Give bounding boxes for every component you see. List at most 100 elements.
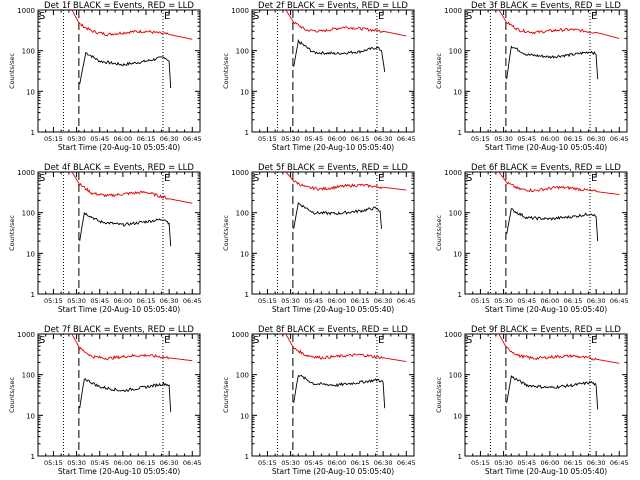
series-line-events: [79, 212, 172, 247]
x-tick-label: 06:15: [351, 459, 370, 467]
y-tick-label: 10: [453, 412, 462, 420]
x-tick-label: 05:15: [258, 459, 277, 467]
y-tick-label: 1: [31, 129, 35, 137]
x-tick-label: 06:00: [540, 297, 559, 305]
start-marker: S: [253, 335, 259, 346]
x-tick-label: 06:00: [113, 135, 132, 143]
x-tick-label: 06:30: [374, 459, 393, 467]
x-tick-label: 06:30: [587, 297, 606, 305]
x-tick-label: 06:30: [160, 459, 179, 467]
y-axis-label: Counts/sec: [222, 53, 230, 89]
series-line-lld: [285, 9, 407, 37]
x-tick-label: 05:45: [517, 297, 536, 305]
y-axis-label: Counts/sec: [435, 53, 443, 89]
y-tick-label: 100: [449, 48, 462, 56]
x-tick-label: 05:45: [517, 135, 536, 143]
y-tick-label: 1: [458, 291, 462, 299]
plot-frame: [37, 9, 201, 133]
plot-frame: [251, 9, 415, 133]
y-tick-label: 10: [453, 88, 462, 96]
y-tick-label: 10: [26, 250, 35, 258]
plot-frame: [37, 333, 201, 457]
end-marker: E: [378, 173, 384, 184]
end-marker: E: [164, 173, 170, 184]
end-marker: E: [164, 11, 170, 22]
x-tick-label: 06:15: [351, 297, 370, 305]
end-marker: E: [164, 335, 170, 346]
series-line-events: [506, 45, 599, 80]
plot-frame: [464, 333, 628, 457]
x-tick-label: 05:30: [281, 459, 300, 467]
x-tick-label: 05:15: [44, 297, 63, 305]
y-axis-label: Counts/sec: [435, 215, 443, 251]
chart-title: Det 1f BLACK = Events, RED = LLD: [44, 1, 194, 11]
start-marker: S: [253, 173, 259, 184]
x-tick-label: 06:30: [160, 297, 179, 305]
x-axis-label: Start Time (20-Aug-10 05:05:40): [485, 143, 607, 152]
y-tick-label: 1: [31, 291, 35, 299]
x-tick-label: 05:45: [90, 459, 109, 467]
chart-title: Det 9f BLACK = Events, RED = LLD: [471, 325, 621, 335]
x-tick-label: 05:45: [90, 135, 109, 143]
x-tick-label: 06:00: [327, 459, 346, 467]
y-tick-label: 100: [236, 210, 249, 218]
end-marker: E: [591, 173, 597, 184]
x-tick-label: 05:30: [67, 135, 86, 143]
x-tick-label: 05:30: [494, 297, 513, 305]
x-tick-label: 05:30: [67, 459, 86, 467]
y-tick-label: 100: [236, 372, 249, 380]
y-tick-label: 1000: [231, 331, 249, 339]
x-tick-label: 06:00: [113, 459, 132, 467]
y-tick-label: 1000: [17, 169, 35, 177]
y-tick-label: 10: [453, 250, 462, 258]
x-tick-label: 05:30: [281, 135, 300, 143]
y-tick-label: 1000: [231, 169, 249, 177]
y-tick-label: 1: [458, 129, 462, 137]
x-tick-label: 06:30: [587, 135, 606, 143]
x-tick-label: 06:45: [183, 297, 202, 305]
series-line-events: [506, 208, 599, 242]
x-tick-label: 06:15: [564, 459, 583, 467]
x-tick-label: 05:15: [258, 297, 277, 305]
x-tick-label: 05:15: [258, 135, 277, 143]
start-marker: S: [253, 11, 259, 22]
panel-det-4f: Det 4f BLACK = Events, RED = LLD Counts/s…: [8, 163, 202, 314]
y-tick-label: 100: [236, 48, 249, 56]
chart-title: Det 8f BLACK = Events, RED = LLD: [258, 325, 408, 335]
series-line-lld: [498, 9, 620, 39]
x-tick-label: 05:15: [471, 459, 490, 467]
panel-det-5f: Det 5f BLACK = Events, RED = LLD Counts/s…: [222, 163, 416, 314]
end-marker: E: [378, 11, 384, 22]
end-marker: E: [591, 11, 597, 22]
series-line-events: [293, 202, 383, 229]
panel-det-8f: Det 8f BLACK = Events, RED = LLD Counts/s…: [222, 325, 416, 476]
y-axis-label: Counts/sec: [435, 377, 443, 413]
panel-det-1f: Det 1f BLACK = Events, RED = LLD Counts/s…: [8, 1, 202, 152]
x-tick-label: 05:15: [44, 135, 63, 143]
chart-title: Det 2f BLACK = Events, RED = LLD: [258, 1, 408, 11]
x-tick-label: 06:45: [397, 297, 416, 305]
x-tick-label: 05:30: [494, 135, 513, 143]
y-tick-label: 10: [240, 88, 249, 96]
x-tick-label: 05:15: [471, 135, 490, 143]
x-tick-label: 06:30: [374, 297, 393, 305]
x-tick-label: 05:30: [494, 459, 513, 467]
y-tick-label: 10: [240, 412, 249, 420]
series-line-events: [293, 374, 386, 409]
y-axis-label: Counts/sec: [8, 377, 16, 413]
x-axis-label: Start Time (20-Aug-10 05:05:40): [485, 305, 607, 314]
x-axis-label: Start Time (20-Aug-10 05:05:40): [58, 143, 180, 152]
series-line-lld: [498, 333, 620, 364]
y-tick-label: 10: [26, 88, 35, 96]
x-tick-label: 06:00: [540, 135, 559, 143]
series-line-lld: [498, 171, 620, 195]
x-tick-label: 05:30: [281, 297, 300, 305]
y-tick-label: 100: [22, 48, 35, 56]
x-axis-label: Start Time (20-Aug-10 05:05:40): [272, 143, 394, 152]
x-axis-label: Start Time (20-Aug-10 05:05:40): [272, 467, 394, 476]
x-tick-label: 06:15: [351, 135, 370, 143]
x-tick-label: 05:45: [90, 297, 109, 305]
y-tick-label: 1: [245, 129, 249, 137]
y-tick-label: 1: [245, 291, 249, 299]
y-tick-label: 1000: [444, 331, 462, 339]
